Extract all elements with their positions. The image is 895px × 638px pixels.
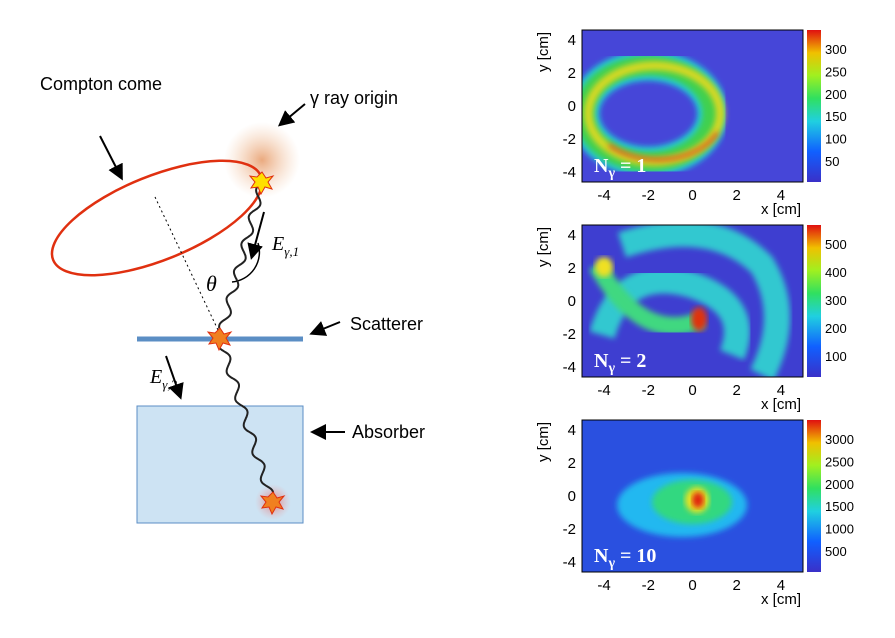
arrow bbox=[100, 136, 121, 177]
y-tick-label: 2 bbox=[568, 260, 576, 277]
y-axis-label: y [cm] bbox=[535, 32, 552, 72]
panel-label: = 1 bbox=[615, 155, 646, 177]
label: Eγ,1 bbox=[271, 233, 299, 259]
x-tick-label: -4 bbox=[597, 577, 610, 594]
y-tick-label: -4 bbox=[563, 359, 576, 376]
x-tick-label: 2 bbox=[733, 187, 741, 204]
figure: Compton come γ ray origin Scatterer Abso… bbox=[0, 0, 895, 638]
colorbar-label: 3000 bbox=[825, 432, 854, 447]
arrow bbox=[252, 212, 264, 256]
heat-spot bbox=[691, 307, 707, 331]
y-tick-label: 4 bbox=[568, 32, 576, 49]
y-tick-label: -4 bbox=[563, 164, 576, 181]
label: E bbox=[271, 233, 284, 255]
x-tick-label: 0 bbox=[688, 577, 696, 594]
arrow bbox=[313, 322, 340, 333]
y-tick-label: 0 bbox=[568, 293, 576, 310]
x-tick-label: -4 bbox=[597, 187, 610, 204]
colorbar-label: 100 bbox=[825, 349, 847, 364]
schematic: Compton come γ ray origin Scatterer Abso… bbox=[37, 74, 425, 523]
colorbar-label: 400 bbox=[825, 265, 847, 280]
heat-spot bbox=[595, 257, 613, 277]
colorbar bbox=[807, 225, 821, 377]
heat-spot bbox=[692, 492, 704, 508]
x-tick-label: 2 bbox=[733, 382, 741, 399]
colorbar bbox=[807, 420, 821, 572]
x-axis-label: x [cm] bbox=[761, 591, 801, 608]
x-tick-label: -2 bbox=[642, 382, 655, 399]
panel-label: N bbox=[594, 155, 609, 177]
label: Eγ,2 bbox=[149, 366, 178, 392]
colorbar-label: 300 bbox=[825, 293, 847, 308]
photon-path bbox=[219, 183, 262, 339]
x-tick-label: -2 bbox=[642, 577, 655, 594]
x-tick-label: -2 bbox=[642, 187, 655, 204]
y-axis-label: y [cm] bbox=[535, 422, 552, 462]
x-tick-label: 0 bbox=[688, 382, 696, 399]
y-tick-label: 2 bbox=[568, 455, 576, 472]
y-tick-label: 0 bbox=[568, 488, 576, 505]
colorbar-label: 500 bbox=[825, 544, 847, 559]
colorbar-label: 250 bbox=[825, 64, 847, 79]
label: Compton come bbox=[40, 74, 162, 94]
x-tick-label: -4 bbox=[597, 382, 610, 399]
colorbar-label: 2500 bbox=[825, 454, 854, 469]
label: Scatterer bbox=[350, 314, 423, 334]
y-tick-label: -2 bbox=[563, 131, 576, 148]
colorbar-label: 500 bbox=[825, 237, 847, 252]
angle-arc bbox=[232, 243, 259, 282]
panel-label: N bbox=[594, 545, 609, 567]
canvas: Compton come γ ray origin Scatterer Abso… bbox=[0, 0, 895, 638]
cone-axis bbox=[155, 197, 218, 330]
heatmap bbox=[617, 473, 747, 537]
y-tick-label: 4 bbox=[568, 227, 576, 244]
label: γ,2 bbox=[162, 377, 177, 392]
label: Absorber bbox=[352, 422, 425, 442]
y-tick-label: 4 bbox=[568, 422, 576, 439]
label: E bbox=[149, 366, 162, 388]
panel-label: = 2 bbox=[615, 350, 646, 372]
x-tick-label: 2 bbox=[733, 577, 741, 594]
panel-label: = 10 bbox=[615, 545, 656, 567]
y-tick-label: 2 bbox=[568, 65, 576, 82]
panel-label: N bbox=[594, 350, 609, 372]
label: θ bbox=[206, 271, 217, 296]
label: γ,1 bbox=[284, 244, 299, 259]
compton-cone bbox=[37, 137, 276, 299]
y-tick-label: -2 bbox=[563, 326, 576, 343]
colorbar-label: 1000 bbox=[825, 522, 854, 537]
x-axis-label: x [cm] bbox=[761, 201, 801, 218]
y-tick-label: 0 bbox=[568, 98, 576, 115]
colorbar-label: 150 bbox=[825, 109, 847, 124]
colorbar-label: 200 bbox=[825, 321, 847, 336]
colorbar bbox=[807, 30, 821, 182]
colorbar-label: 300 bbox=[825, 42, 847, 57]
y-axis-label: y [cm] bbox=[535, 227, 552, 267]
label: γ ray origin bbox=[310, 88, 398, 108]
colorbar-label: 1500 bbox=[825, 499, 854, 514]
y-tick-label: -4 bbox=[563, 554, 576, 571]
y-tick-label: -2 bbox=[563, 521, 576, 538]
arrow bbox=[281, 104, 305, 124]
colorbar-label: 200 bbox=[825, 87, 847, 102]
colorbar-label: 2000 bbox=[825, 477, 854, 492]
colorbar-label: 50 bbox=[825, 154, 839, 169]
x-tick-label: 0 bbox=[688, 187, 696, 204]
colorbar-label: 100 bbox=[825, 132, 847, 147]
x-axis-label: x [cm] bbox=[761, 396, 801, 413]
